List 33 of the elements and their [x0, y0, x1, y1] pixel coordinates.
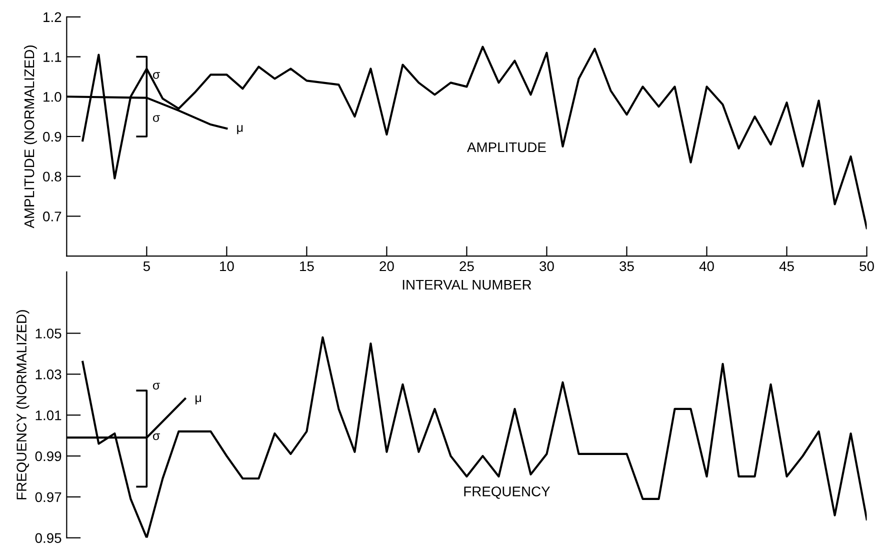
- y-tick-label: 0.99: [35, 451, 62, 462]
- annotation: σ: [152, 433, 160, 440]
- x-axis-title: INTERVAL NUMBER: [402, 280, 532, 290]
- y-tick-label: 1.03: [36, 370, 62, 380]
- y-axis-title: FREQUENCY (NORMALIZED): [16, 310, 30, 500]
- y-tick-label: 1.0: [44, 92, 62, 102]
- x-tick-label: 25: [460, 261, 474, 272]
- y-tick-label: 1.2: [44, 12, 62, 22]
- y-axis-title: AMPLITUDE (NORMALIZED): [24, 46, 37, 228]
- x-tick-label: 45: [779, 261, 794, 272]
- y-tick-label: 1.05: [36, 328, 62, 338]
- x-tick-label: 10: [220, 261, 234, 272]
- annotation: AMPLITUDE: [467, 142, 546, 152]
- x-tick-label: 30: [540, 261, 554, 272]
- series-label: μ: [196, 395, 201, 404]
- annotation: σ: [152, 72, 160, 79]
- x-tick-label: 20: [380, 261, 394, 272]
- annotation: σ: [152, 115, 160, 122]
- annotation: σ: [152, 382, 160, 390]
- y-tick-label: 0.95: [35, 533, 62, 543]
- y-tick-label: 0.8: [43, 172, 62, 182]
- x-tick-label: 5: [143, 261, 150, 272]
- series-label: μ: [237, 125, 243, 134]
- x-tick-label: 40: [699, 261, 714, 272]
- y-tick-label: 0.7: [43, 212, 62, 222]
- y-tick-label: 0.9: [43, 132, 62, 142]
- y-tick-label: 0.97: [35, 492, 62, 502]
- x-tick-label: 35: [620, 261, 634, 272]
- y-tick-label: 1.1: [44, 52, 62, 62]
- y-tick-label: 1.01: [36, 410, 62, 420]
- x-tick-label: 50: [860, 261, 874, 272]
- annotation: FREQUENCY: [464, 486, 550, 499]
- x-tick-label: 15: [300, 261, 314, 272]
